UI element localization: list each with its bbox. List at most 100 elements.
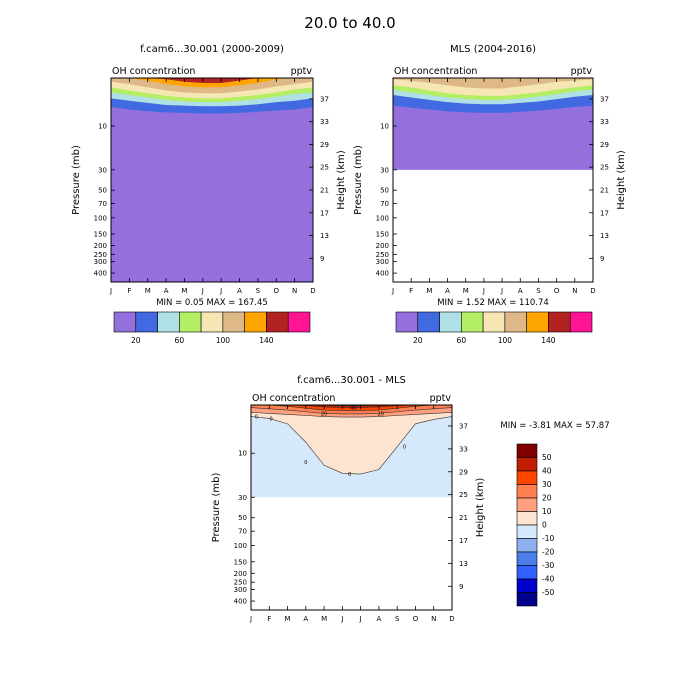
y-axis-title: Pressure (mb) <box>71 145 82 215</box>
panel-left-label: OH concentration <box>112 66 195 77</box>
colorbar-tick-label: 20 <box>542 494 552 503</box>
contour-line-lev0 <box>251 416 452 475</box>
y-tick-label: 300 <box>376 258 389 266</box>
y2-tick-label: 25 <box>320 164 329 172</box>
colorbar-tick-label: 60 <box>175 336 185 345</box>
colorbar-box <box>417 311 440 333</box>
colorbar-tick-label: -20 <box>542 548 554 557</box>
x-tick-label: A <box>377 615 382 623</box>
contour-line-lev50 <box>251 405 452 406</box>
colorbar-box <box>516 511 538 526</box>
x-tick-label: F <box>127 287 131 295</box>
contour-label: 0 <box>255 415 258 421</box>
x-tick-label: J <box>249 615 252 623</box>
colorbar-tick-label: 20 <box>413 336 423 345</box>
x-tick-label: D <box>449 615 454 623</box>
y-tick-label: 200 <box>94 242 107 250</box>
x-tick-label: M <box>285 615 291 623</box>
contour-label: 0 <box>348 472 351 478</box>
x-tick-label: M <box>145 287 151 295</box>
colorbar-tick-label: 10 <box>542 507 552 516</box>
colorbar-tick-label: -30 <box>542 561 554 570</box>
colorbar: 20 60 100 140 <box>113 311 311 345</box>
y-tick-label: 150 <box>234 558 247 566</box>
stats-label: MIN = -3.81 MAX = 57.87 <box>500 421 609 431</box>
colorbar-tick-label: 100 <box>498 336 513 345</box>
colorbar: 20 60 100 140 <box>395 311 593 345</box>
y2-tick-label: 17 <box>600 209 609 217</box>
y-tick-label: 70 <box>238 528 247 536</box>
contour-label: 0 <box>304 460 307 466</box>
contour-line-lev40 <box>251 405 452 408</box>
y-axis-title: Pressure (mb) <box>211 473 222 543</box>
x-tick-label: J <box>109 287 112 295</box>
y2-tick-label: 37 <box>600 95 609 103</box>
colorbar-tick-label: -50 <box>542 588 554 597</box>
x-tick-label: M <box>426 287 432 295</box>
x-tick-label: A <box>518 287 523 295</box>
colorbar-box <box>548 311 571 333</box>
x-tick-label: O <box>274 287 280 295</box>
x-tick-label: F <box>409 287 413 295</box>
y2-axis-title: Height (km) <box>336 150 347 210</box>
y2-axis-title: Height (km) <box>475 478 486 538</box>
colorbar-box <box>516 524 538 539</box>
colorbar-tick-label: 40 <box>542 467 552 476</box>
plot-frame <box>110 77 314 283</box>
plot-frame <box>392 77 594 283</box>
x-tick-label: M <box>181 287 187 295</box>
y-tick-label: 100 <box>376 214 389 222</box>
colorbar-tick-label: 60 <box>457 336 467 345</box>
y-tick-label: 50 <box>238 514 247 522</box>
panel-right-label: pptv <box>291 66 313 77</box>
y-tick-label: 250 <box>94 251 107 259</box>
y2-tick-label: 13 <box>320 232 329 240</box>
y-tick-label: 30 <box>98 166 107 174</box>
colorbar-box <box>516 457 538 472</box>
colorbar-box <box>504 311 527 333</box>
contour-label: 0 <box>403 445 406 451</box>
x-tick-label: J <box>340 615 343 623</box>
y-tick-label: 150 <box>94 230 107 238</box>
y-tick-label: 50 <box>380 187 389 195</box>
colorbar-box <box>395 311 419 333</box>
panel-title: MLS (2004-2016) <box>450 44 536 55</box>
y2-tick-label: 29 <box>459 468 468 476</box>
y-tick-label: 10 <box>238 450 247 458</box>
panel-title: f.cam6...30.001 (2000-2009) <box>140 44 284 55</box>
y2-tick-label: 25 <box>459 491 468 499</box>
colorbar-box <box>516 484 538 499</box>
x-tick-label: J <box>201 287 204 295</box>
y-tick-label: 400 <box>94 270 107 278</box>
x-tick-label: N <box>572 287 577 295</box>
x-tick-label: F <box>267 615 271 623</box>
contour-band-lev40 <box>251 405 452 408</box>
contour-line-lev10 <box>251 412 452 418</box>
panel-difference: f.cam6...30.001 - MLS OH concentration ppt… <box>211 375 610 623</box>
colorbar-box <box>516 470 538 485</box>
colorbar-box <box>244 311 267 333</box>
y-tick-label: 70 <box>380 200 389 208</box>
x-tick-label: D <box>590 287 595 295</box>
contour-label: 0 <box>270 416 273 422</box>
x-tick-label: S <box>536 287 541 295</box>
stats-label: MIN = 1.52 MAX = 110.74 <box>437 298 549 308</box>
contour-field <box>111 78 313 282</box>
x-tick-label: A <box>164 287 169 295</box>
x-tick-label: N <box>292 287 297 295</box>
y-tick-label: 250 <box>234 579 247 587</box>
plot-frame <box>250 404 453 611</box>
colorbar-tick-label: -10 <box>542 534 554 543</box>
colorbar-tick-label: 140 <box>259 336 274 345</box>
colorbar-box <box>526 311 549 333</box>
y2-tick-label: 17 <box>459 537 468 545</box>
colorbar-box <box>222 311 245 333</box>
y2-tick-label: 33 <box>459 445 468 453</box>
y2-tick-label: 21 <box>320 187 329 195</box>
x-tick-label: J <box>219 287 222 295</box>
x-tick-label: O <box>554 287 560 295</box>
y2-tick-label: 25 <box>600 164 609 172</box>
colorbar-box <box>569 311 593 333</box>
y2-tick-label: 21 <box>459 514 468 522</box>
